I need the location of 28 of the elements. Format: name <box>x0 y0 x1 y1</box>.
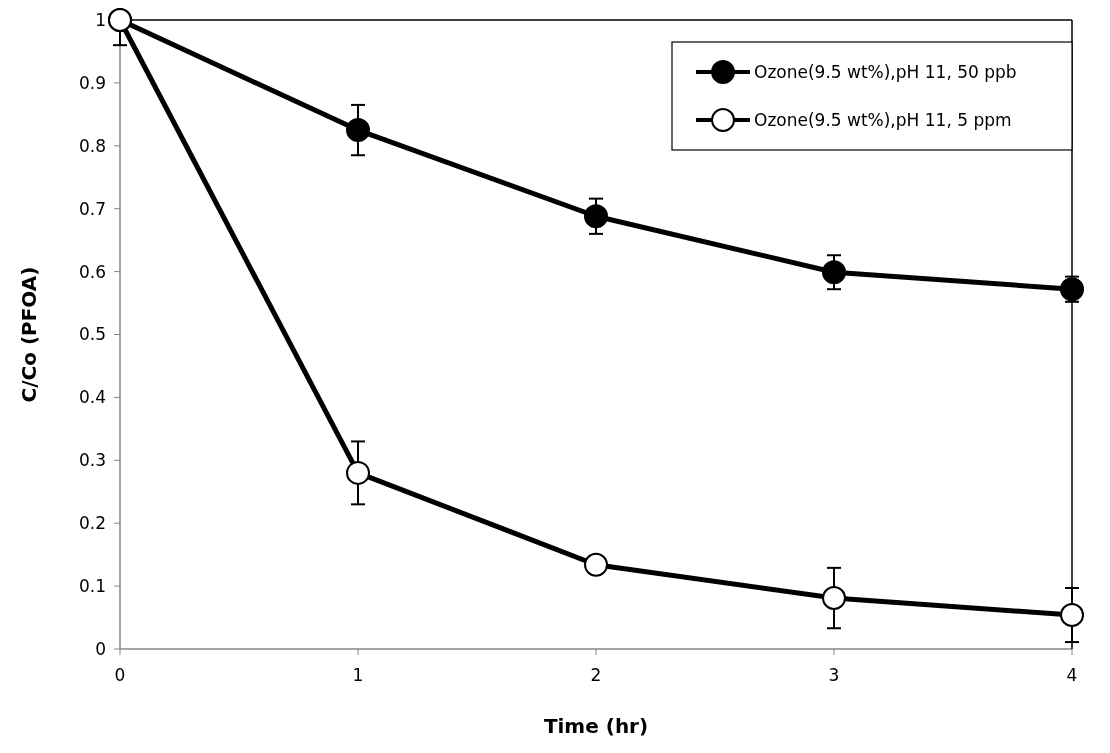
x-tick-label: 1 <box>352 665 364 685</box>
y-tick-label: 0.5 <box>78 324 106 345</box>
y-tick-label: 1 <box>95 9 106 30</box>
point <box>346 118 370 143</box>
y-tick-label: 0.6 <box>78 261 106 282</box>
legend-label: Ozone(9.5 wt%),pH 11, 5 ppm <box>754 109 1012 130</box>
y-tick-label: 0.9 <box>78 72 106 93</box>
point <box>1060 603 1084 628</box>
x-tick-label: 3 <box>828 665 840 685</box>
y-tick-label: 0 <box>95 638 106 659</box>
x-tick-label: 2 <box>590 665 602 685</box>
x-tick-label: 0 <box>114 665 126 685</box>
y-tick-label: 0.2 <box>78 513 106 534</box>
x-tick-label: 4 <box>1066 665 1078 685</box>
point <box>346 460 370 485</box>
y-axis-title: C/Co (PFOA) <box>17 266 41 403</box>
x-axis-title: Time (hr) <box>543 714 649 738</box>
y-tick-label: 0.8 <box>78 135 106 156</box>
point <box>822 260 846 285</box>
point <box>584 552 608 577</box>
y-tick-label: 0.7 <box>78 198 106 219</box>
legend-label: Ozone(9.5 wt%),pH 11, 50 ppb <box>754 61 1017 82</box>
y-tick-label: 0.4 <box>78 387 106 408</box>
point <box>822 586 846 611</box>
y-tick-label: 0.1 <box>78 576 106 597</box>
point <box>584 204 608 229</box>
point <box>1060 277 1084 302</box>
y-tick-label: 0.3 <box>78 450 106 471</box>
